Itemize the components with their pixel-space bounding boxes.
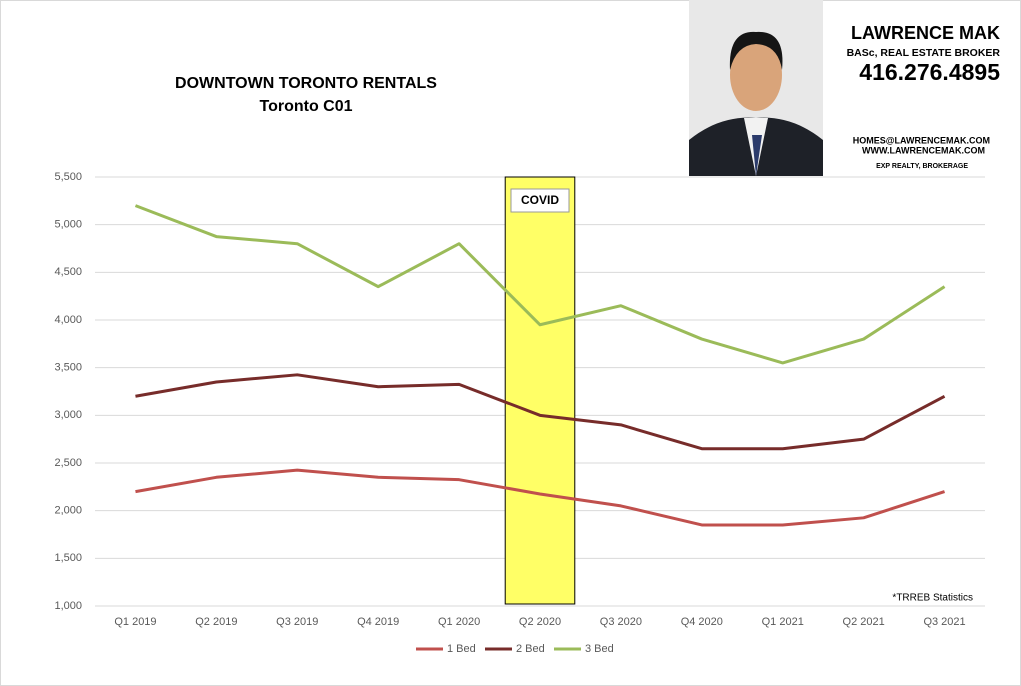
chart-title: DOWNTOWN TORONTO RENTALS xyxy=(175,75,437,92)
legend-label: 2 Bed xyxy=(516,643,545,655)
x-tick-label: Q4 2019 xyxy=(357,616,399,628)
highlight-label: COVID xyxy=(521,193,559,207)
grid: 1,000 1,500 2,000 2,500 3,000 3,500 4,000 4,500… xyxy=(54,171,985,628)
y-tick-label: 1,500 xyxy=(54,552,82,564)
photo xyxy=(689,0,823,176)
x-tick-label: Q2 2021 xyxy=(843,616,885,628)
source-note: *TRREB Statistics xyxy=(892,593,973,604)
x-tick-label: Q4 2020 xyxy=(681,616,723,628)
y-tick-label: 2,500 xyxy=(54,457,82,469)
photo-face xyxy=(730,39,782,111)
legend: 1 Bed 2 Bed 3 Bed xyxy=(416,643,614,655)
y-tick-label: 5,000 xyxy=(54,219,82,231)
highlight-label-box xyxy=(510,188,570,213)
highlight-layer: COVID xyxy=(504,176,576,605)
y-tick-label: 3,000 xyxy=(54,409,82,421)
y-tick-label: 4,000 xyxy=(54,314,82,326)
lines xyxy=(134,204,946,527)
series-line xyxy=(135,373,946,451)
y-tick-label: 2,000 xyxy=(54,505,82,517)
x-tick-label: Q1 2020 xyxy=(438,616,480,628)
x-tick-label: Q3 2020 xyxy=(600,616,642,628)
brand-name: LAWRENCE MAK xyxy=(851,23,1000,43)
photo-tie xyxy=(752,135,762,176)
brand-credentials: BASc, REAL ESTATE BROKER xyxy=(847,47,1001,59)
x-tick-label: Q1 2021 xyxy=(762,616,804,628)
x-tick-label: Q3 2021 xyxy=(923,616,965,628)
chart-subtitle: Toronto C01 xyxy=(259,98,352,115)
brand-website: WWW.LAWRENCEMAK.COM xyxy=(862,145,985,155)
photo-hair xyxy=(729,31,783,70)
x-tick-label: Q1 2019 xyxy=(114,616,156,628)
x-tick-label: Q3 2019 xyxy=(276,616,318,628)
series-line xyxy=(135,468,946,527)
y-tick-label: 5,500 xyxy=(54,171,82,183)
series-line xyxy=(134,204,946,365)
brand-brokerage: EXP REALTY, BROKERAGE xyxy=(876,163,968,170)
legend-label: 3 Bed xyxy=(585,643,614,655)
y-tick-label: 4,500 xyxy=(54,266,82,278)
x-tick-label: Q2 2020 xyxy=(519,616,561,628)
highlight-band xyxy=(504,176,576,605)
y-tick-label: 1,000 xyxy=(54,600,82,612)
legend-label: 1 Bed xyxy=(447,643,476,655)
y-tick-label: 3,500 xyxy=(54,362,82,374)
brand-email: HOMES@LAWRENCEMAK.COM xyxy=(853,135,990,145)
brand-phone: 416.276.4895 xyxy=(859,59,1000,85)
x-tick-label: Q2 2019 xyxy=(195,616,237,628)
